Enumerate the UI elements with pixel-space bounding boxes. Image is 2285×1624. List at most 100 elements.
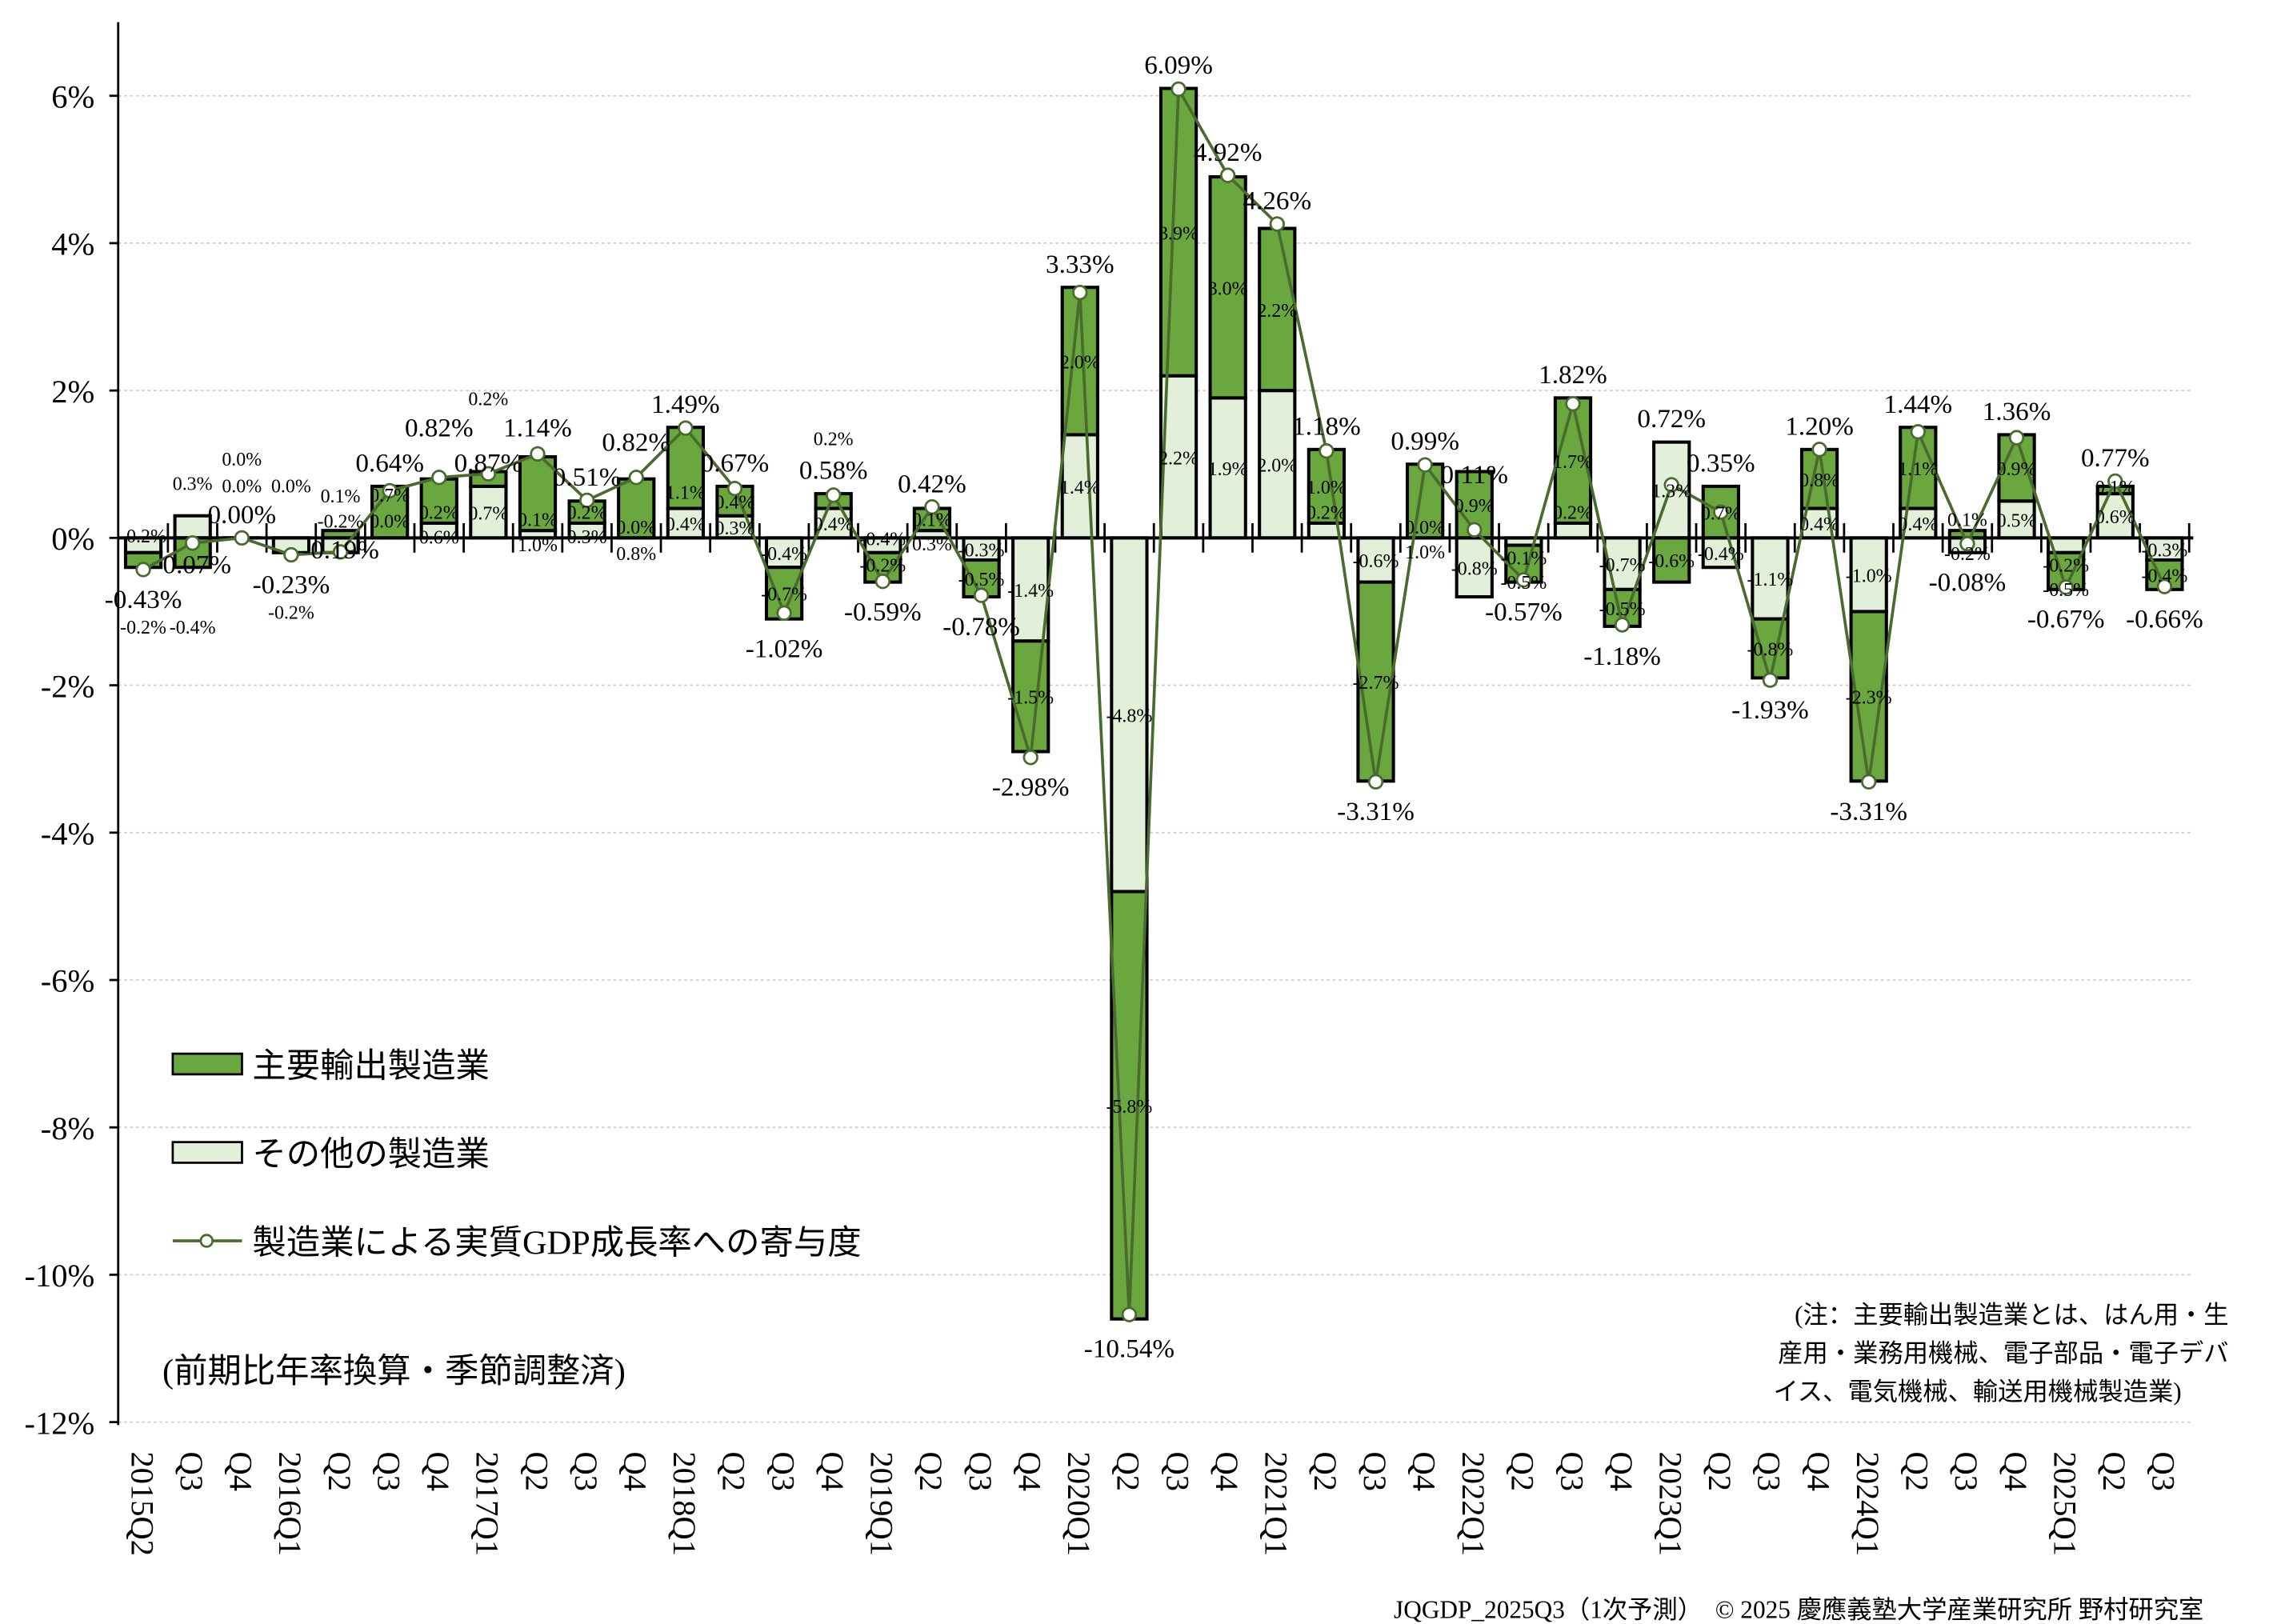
bar-main-export: [1307, 447, 1347, 525]
total-label: 1.49%: [651, 390, 720, 419]
segment-label: 1.9%: [1208, 459, 1248, 480]
total-label: -0.57%: [1485, 598, 1563, 627]
segment-label: 0.9%: [1455, 496, 1495, 517]
line-marker: [1515, 572, 1532, 588]
bar-other: [1356, 536, 1395, 584]
line-marker: [2058, 579, 2074, 595]
line-marker: [1022, 750, 1038, 766]
x-tick-label: Q2: [1702, 1451, 1738, 1491]
line-marker: [973, 587, 990, 603]
segment-label: -0.4%: [170, 618, 216, 638]
legend-label-other: その他の製造業: [252, 1136, 490, 1174]
line-marker: [1417, 457, 1433, 473]
segment-label: -0.7%: [761, 585, 807, 606]
line-marker: [1614, 617, 1631, 633]
line-marker: [924, 499, 940, 515]
line-marker: [530, 446, 546, 462]
bars: [123, 86, 2184, 1321]
total-label: -0.59%: [844, 598, 922, 627]
x-tick-label: Q4: [1800, 1451, 1836, 1491]
x-tick-label: Q3: [1751, 1451, 1787, 1491]
x-tick-label: Q2: [322, 1451, 358, 1491]
line-marker: [578, 492, 595, 509]
data-labels: -0.2% -0.2% 0.3% -0.4% 0.0% 0.0% -0.2% 0.0% -0.2…: [105, 50, 2203, 1363]
legend-marker-icon: [199, 1234, 214, 1248]
segment-label: 0.0%: [370, 511, 410, 532]
total-label: 0.67%: [701, 448, 770, 478]
total-label: -3.31%: [1337, 797, 1415, 826]
segment-label: 0.8%: [616, 544, 656, 565]
total-label: -1.93%: [1731, 695, 1809, 725]
total-label: -0.43%: [105, 585, 182, 614]
segment-label: 0.4%: [1799, 514, 1839, 535]
x-tick-label: 2024Q1: [1850, 1451, 1886, 1556]
bar-main-export: [1110, 890, 1149, 1321]
segment-label: 0.0%: [616, 518, 656, 538]
segment-label: -0.7%: [1599, 555, 1646, 576]
y-axis: 6% 4% 2% 0% -2% -4% -6% -8% -10% -12%: [24, 22, 120, 1441]
segment-label: -0.2%: [1944, 544, 1991, 565]
segment-label: 2.0%: [1060, 353, 1100, 374]
segment-label: 3.0%: [1208, 278, 1248, 299]
segment-label: 0.2%: [419, 502, 459, 523]
total-label: -1.02%: [746, 634, 823, 664]
x-tick-label: Q2: [913, 1451, 949, 1491]
note-line-3: イス、電気機械、輸送用機械製造業): [1773, 1378, 2181, 1406]
segment-label: -0.3%: [958, 540, 1005, 561]
segment-label: 0.2%: [1307, 502, 1347, 523]
line-marker: [1269, 216, 1285, 232]
y-tick-label: -2%: [41, 668, 95, 704]
x-tick-label: Q4: [420, 1451, 456, 1491]
x-tick-label: Q2: [1110, 1451, 1147, 1491]
segment-label: -4.8%: [1106, 706, 1152, 727]
segment-label: 0.5%: [1997, 511, 2037, 532]
segment-label: 0.2%: [814, 429, 854, 450]
unit-annotation: (前期比年率換算・季節調整済): [162, 1353, 626, 1390]
x-tick-label: Q3: [1357, 1451, 1393, 1491]
segment-label: 0.3%: [912, 534, 952, 555]
segment-label: 0.4%: [814, 514, 854, 535]
total-label: -0.67%: [2027, 605, 2105, 634]
segment-label: 0.0%: [222, 476, 262, 497]
line-marker: [2107, 473, 2123, 490]
note: (注：主要輸出製造業とは、はん用・生 産用・業務用機械、電子部品・電子デバ イス…: [1773, 1301, 2228, 1406]
segment-label: -0.3%: [2141, 540, 2187, 561]
line-marker: [826, 487, 842, 503]
total-label: -3.31%: [1830, 797, 1907, 826]
bar-other: [1553, 521, 1593, 540]
segment-label: -0.5%: [958, 570, 1005, 590]
line-marker: [776, 605, 792, 621]
line-marker: [1713, 504, 1729, 520]
segment-label: 2.0%: [1257, 455, 1297, 476]
segment-label: 0.8%: [1799, 470, 1839, 491]
y-tick-label: 0%: [51, 521, 94, 557]
segment-label: -2.7%: [1353, 673, 1399, 694]
x-tick-label: 2022Q1: [1455, 1451, 1491, 1556]
segment-label: 2.2%: [1257, 301, 1297, 322]
segment-label: 0.4%: [715, 493, 755, 514]
total-label: 1.44%: [1884, 390, 1953, 419]
segment-label: -0.2%: [268, 603, 314, 624]
line-marker: [1861, 774, 1877, 790]
line-marker: [1959, 536, 1975, 552]
segment-label: -0.2%: [859, 556, 906, 577]
line-marker: [431, 470, 447, 486]
segment-label: 0.4%: [666, 514, 706, 535]
total-label: 4.92%: [1194, 138, 1263, 167]
segment-label: 0.7%: [468, 503, 508, 524]
line-marker: [1072, 284, 1088, 301]
total-label: 0.87%: [454, 448, 523, 478]
x-tick-label: Q4: [1603, 1451, 1639, 1491]
x-tick-label: 2015Q2: [124, 1451, 160, 1556]
x-tick-label: 2020Q1: [1061, 1451, 1097, 1556]
segment-label: 0.0%: [222, 450, 262, 470]
y-tick-label: 4%: [51, 226, 94, 262]
legend-label-main-export: 主要輸出製造業: [252, 1048, 490, 1086]
y-tick-label: 6%: [51, 78, 94, 114]
segment-label: 1.1%: [1898, 459, 1938, 480]
note-line-2: 産用・業務用機械、電子部品・電子デバ: [1778, 1339, 2228, 1367]
total-label: 0.00%: [207, 500, 276, 530]
y-tick-label: -6%: [41, 963, 95, 999]
total-label: 0.58%: [799, 456, 868, 486]
